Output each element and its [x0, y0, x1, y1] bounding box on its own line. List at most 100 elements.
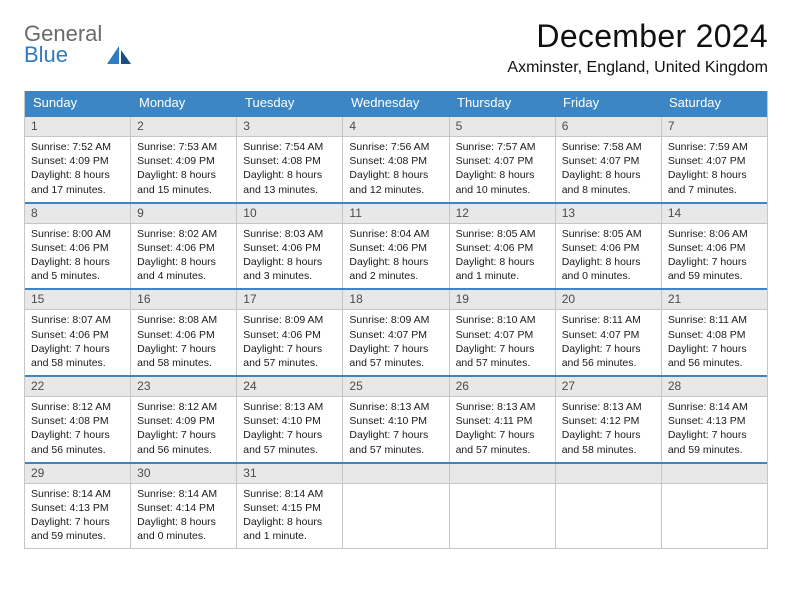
day-cell: 11Sunrise: 8:04 AMSunset: 4:06 PMDayligh…: [343, 204, 449, 289]
title-block: December 2024 Axminster, England, United…: [507, 18, 768, 77]
day-number: 12: [450, 204, 555, 224]
sunrise-line: Sunrise: 8:12 AM: [31, 400, 124, 414]
sunset-line: Sunset: 4:06 PM: [668, 241, 761, 255]
day-details: Sunrise: 8:05 AMSunset: 4:06 PMDaylight:…: [556, 224, 661, 289]
sunrise-line: Sunrise: 7:59 AM: [668, 140, 761, 154]
day-number: 2: [131, 117, 236, 137]
day-number: 28: [662, 377, 767, 397]
sunrise-line: Sunrise: 8:08 AM: [137, 313, 230, 327]
day-cell: 17Sunrise: 8:09 AMSunset: 4:06 PMDayligh…: [237, 290, 343, 375]
day-cell: 26Sunrise: 8:13 AMSunset: 4:11 PMDayligh…: [450, 377, 556, 462]
sunset-line: Sunset: 4:08 PM: [243, 154, 336, 168]
day-cell: 19Sunrise: 8:10 AMSunset: 4:07 PMDayligh…: [450, 290, 556, 375]
sunrise-line: Sunrise: 8:05 AM: [456, 227, 549, 241]
sunset-line: Sunset: 4:09 PM: [31, 154, 124, 168]
sunset-line: Sunset: 4:06 PM: [137, 241, 230, 255]
daylight-line: Daylight: 7 hours and 57 minutes.: [349, 428, 442, 456]
day-cell: [556, 464, 662, 549]
sunset-line: Sunset: 4:06 PM: [349, 241, 442, 255]
day-details: Sunrise: 7:53 AMSunset: 4:09 PMDaylight:…: [131, 137, 236, 202]
day-number: 30: [131, 464, 236, 484]
sunset-line: Sunset: 4:06 PM: [137, 328, 230, 342]
day-cell: 8Sunrise: 8:00 AMSunset: 4:06 PMDaylight…: [25, 204, 131, 289]
day-number: 29: [25, 464, 130, 484]
sunrise-line: Sunrise: 8:07 AM: [31, 313, 124, 327]
day-cell: 5Sunrise: 7:57 AMSunset: 4:07 PMDaylight…: [450, 117, 556, 202]
day-cell: 3Sunrise: 7:54 AMSunset: 4:08 PMDaylight…: [237, 117, 343, 202]
day-number: 3: [237, 117, 342, 137]
day-cell: 16Sunrise: 8:08 AMSunset: 4:06 PMDayligh…: [131, 290, 237, 375]
sunset-line: Sunset: 4:07 PM: [668, 154, 761, 168]
sunset-line: Sunset: 4:13 PM: [31, 501, 124, 515]
sunrise-line: Sunrise: 8:11 AM: [562, 313, 655, 327]
day-cell: 1Sunrise: 7:52 AMSunset: 4:09 PMDaylight…: [25, 117, 131, 202]
day-details: Sunrise: 8:07 AMSunset: 4:06 PMDaylight:…: [25, 310, 130, 375]
day-number: 23: [131, 377, 236, 397]
sunrise-line: Sunrise: 8:05 AM: [562, 227, 655, 241]
sunset-line: Sunset: 4:06 PM: [31, 241, 124, 255]
daylight-line: Daylight: 8 hours and 13 minutes.: [243, 168, 336, 196]
day-details: Sunrise: 7:56 AMSunset: 4:08 PMDaylight:…: [343, 137, 448, 202]
dow-header-cell: Wednesday: [343, 91, 449, 115]
daylight-line: Daylight: 8 hours and 15 minutes.: [137, 168, 230, 196]
day-number: [343, 464, 448, 484]
sunrise-line: Sunrise: 8:03 AM: [243, 227, 336, 241]
sunset-line: Sunset: 4:09 PM: [137, 414, 230, 428]
day-cell: 10Sunrise: 8:03 AMSunset: 4:06 PMDayligh…: [237, 204, 343, 289]
day-cell: [662, 464, 767, 549]
day-details: [450, 484, 555, 542]
sunset-line: Sunset: 4:10 PM: [243, 414, 336, 428]
day-cell: 27Sunrise: 8:13 AMSunset: 4:12 PMDayligh…: [556, 377, 662, 462]
daylight-line: Daylight: 8 hours and 7 minutes.: [668, 168, 761, 196]
dow-header-cell: Thursday: [449, 91, 555, 115]
day-details: Sunrise: 8:04 AMSunset: 4:06 PMDaylight:…: [343, 224, 448, 289]
day-details: Sunrise: 8:00 AMSunset: 4:06 PMDaylight:…: [25, 224, 130, 289]
sunrise-line: Sunrise: 8:12 AM: [137, 400, 230, 414]
logo-line2: Blue: [24, 42, 68, 67]
sunrise-line: Sunrise: 8:13 AM: [243, 400, 336, 414]
day-details: [343, 484, 448, 542]
dow-header-cell: Saturday: [661, 91, 767, 115]
day-number: 6: [556, 117, 661, 137]
page-title: December 2024: [507, 18, 768, 55]
sunset-line: Sunset: 4:08 PM: [31, 414, 124, 428]
day-cell: 6Sunrise: 7:58 AMSunset: 4:07 PMDaylight…: [556, 117, 662, 202]
day-number: 19: [450, 290, 555, 310]
day-cell: 24Sunrise: 8:13 AMSunset: 4:10 PMDayligh…: [237, 377, 343, 462]
day-details: Sunrise: 8:09 AMSunset: 4:07 PMDaylight:…: [343, 310, 448, 375]
sunset-line: Sunset: 4:12 PM: [562, 414, 655, 428]
day-details: Sunrise: 8:14 AMSunset: 4:15 PMDaylight:…: [237, 484, 342, 549]
sunrise-line: Sunrise: 8:13 AM: [456, 400, 549, 414]
sunset-line: Sunset: 4:10 PM: [349, 414, 442, 428]
sunset-line: Sunset: 4:07 PM: [456, 328, 549, 342]
sunrise-line: Sunrise: 7:57 AM: [456, 140, 549, 154]
day-number: 17: [237, 290, 342, 310]
day-cell: 31Sunrise: 8:14 AMSunset: 4:15 PMDayligh…: [237, 464, 343, 549]
week-row: 29Sunrise: 8:14 AMSunset: 4:13 PMDayligh…: [25, 462, 767, 549]
sunrise-line: Sunrise: 8:09 AM: [349, 313, 442, 327]
day-number: 18: [343, 290, 448, 310]
day-cell: 15Sunrise: 8:07 AMSunset: 4:06 PMDayligh…: [25, 290, 131, 375]
daylight-line: Daylight: 8 hours and 3 minutes.: [243, 255, 336, 283]
logo-sail-icon: [105, 44, 135, 66]
sunrise-line: Sunrise: 7:53 AM: [137, 140, 230, 154]
calendar: SundayMondayTuesdayWednesdayThursdayFrid…: [24, 91, 768, 549]
day-number: 13: [556, 204, 661, 224]
daylight-line: Daylight: 7 hours and 58 minutes.: [562, 428, 655, 456]
sunset-line: Sunset: 4:08 PM: [668, 328, 761, 342]
day-details: Sunrise: 8:11 AMSunset: 4:07 PMDaylight:…: [556, 310, 661, 375]
daylight-line: Daylight: 8 hours and 0 minutes.: [137, 515, 230, 543]
sunrise-line: Sunrise: 7:56 AM: [349, 140, 442, 154]
day-details: [556, 484, 661, 542]
calendar-grid: 1Sunrise: 7:52 AMSunset: 4:09 PMDaylight…: [25, 115, 767, 548]
day-details: Sunrise: 8:14 AMSunset: 4:14 PMDaylight:…: [131, 484, 236, 549]
daylight-line: Daylight: 7 hours and 57 minutes.: [456, 342, 549, 370]
daylight-line: Daylight: 7 hours and 56 minutes.: [668, 342, 761, 370]
day-number: 9: [131, 204, 236, 224]
day-details: Sunrise: 8:09 AMSunset: 4:06 PMDaylight:…: [237, 310, 342, 375]
day-details: Sunrise: 8:02 AMSunset: 4:06 PMDaylight:…: [131, 224, 236, 289]
sunrise-line: Sunrise: 8:13 AM: [349, 400, 442, 414]
daylight-line: Daylight: 8 hours and 2 minutes.: [349, 255, 442, 283]
day-details: Sunrise: 8:05 AMSunset: 4:06 PMDaylight:…: [450, 224, 555, 289]
daylight-line: Daylight: 8 hours and 5 minutes.: [31, 255, 124, 283]
